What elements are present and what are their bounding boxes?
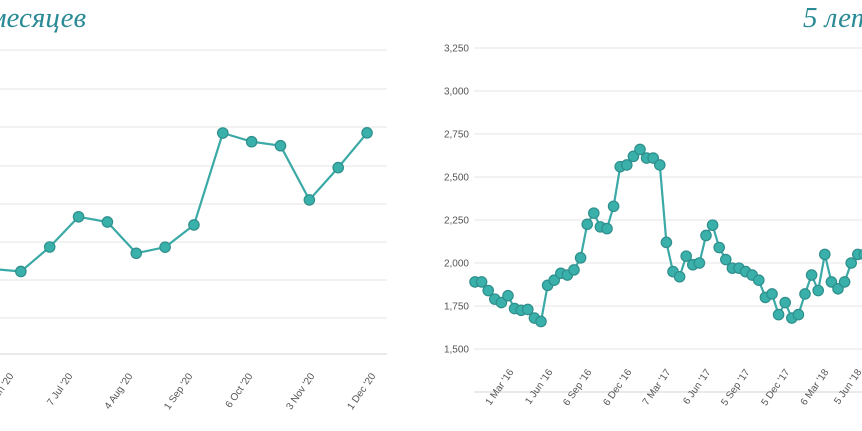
data-point bbox=[706, 219, 719, 231]
data-point bbox=[332, 161, 344, 174]
data-point bbox=[700, 229, 712, 242]
x-tick-label: 5 Dec '17 bbox=[759, 367, 792, 408]
data-point bbox=[587, 207, 600, 219]
x-tick-label: 5 Sep '17 bbox=[719, 367, 752, 408]
x-tick-label: 1 Mar '16 bbox=[484, 367, 517, 408]
data-point bbox=[581, 218, 593, 231]
data-point bbox=[845, 257, 857, 269]
data-point bbox=[159, 241, 171, 253]
data-point bbox=[799, 288, 811, 300]
y-tick-label: 2,500 bbox=[444, 173, 469, 184]
data-point bbox=[217, 127, 229, 139]
x-tick-label: 6 Dec '16 bbox=[601, 367, 634, 408]
data-point bbox=[693, 257, 706, 269]
y-tick-label: 1,750 bbox=[444, 302, 469, 313]
data-point bbox=[495, 296, 508, 309]
y-tick-label: 3,250 bbox=[444, 44, 469, 55]
data-point bbox=[521, 303, 534, 316]
data-point bbox=[548, 274, 560, 286]
chart-left-months: 9 Jun '207 Jul '204 Aug '201 Sep '206 Oc… bbox=[0, 49, 387, 412]
data-point bbox=[838, 276, 851, 288]
data-point bbox=[825, 276, 838, 288]
data-point bbox=[634, 143, 646, 156]
data-point bbox=[627, 150, 640, 163]
x-tick-label: 6 Jun '17 bbox=[681, 367, 713, 407]
x-tick-label: 1 Jun '16 bbox=[523, 367, 555, 407]
y-tick-label: 3,000 bbox=[444, 87, 469, 98]
data-point bbox=[647, 152, 659, 164]
data-point bbox=[818, 248, 831, 261]
x-tick-label: 6 Sep '16 bbox=[561, 367, 594, 408]
data-point bbox=[766, 288, 778, 300]
y-tick-label: 2,750 bbox=[444, 130, 469, 141]
data-point bbox=[502, 289, 514, 302]
data-point bbox=[130, 247, 143, 260]
y-tick-label: 2,250 bbox=[444, 216, 469, 227]
data-point bbox=[812, 284, 824, 297]
data-point bbox=[858, 249, 862, 260]
data-point bbox=[274, 139, 287, 152]
data-point bbox=[535, 315, 547, 328]
data-point bbox=[653, 159, 666, 171]
data-point bbox=[482, 284, 494, 297]
chart-title-5-years: 5 лет bbox=[803, 2, 862, 34]
data-point bbox=[245, 135, 258, 148]
x-tick-label: 5 Jun '18 bbox=[832, 367, 862, 407]
data-point bbox=[660, 236, 673, 249]
x-tick-label: 6 Mar '18 bbox=[799, 367, 832, 408]
data-point bbox=[680, 250, 692, 262]
y-tick-label: 2,000 bbox=[444, 259, 469, 270]
data-point bbox=[15, 265, 27, 278]
x-tick-label: 7 Mar '17 bbox=[641, 367, 674, 408]
data-point bbox=[832, 282, 844, 295]
data-point bbox=[72, 210, 85, 223]
series-line bbox=[0, 131, 368, 273]
data-point bbox=[43, 241, 56, 253]
data-point bbox=[673, 270, 686, 283]
data-point bbox=[601, 222, 613, 235]
data-point bbox=[101, 216, 114, 228]
chart-title-months: месяцев bbox=[0, 2, 87, 34]
data-point bbox=[752, 274, 765, 286]
data-point bbox=[303, 194, 316, 206]
data-point bbox=[188, 219, 200, 231]
data-point bbox=[805, 269, 818, 281]
data-point bbox=[568, 264, 580, 276]
data-point bbox=[607, 200, 620, 213]
data-point bbox=[779, 296, 791, 309]
data-point bbox=[719, 253, 732, 266]
data-point bbox=[772, 308, 785, 321]
data-point bbox=[620, 159, 633, 171]
data-point bbox=[792, 308, 805, 321]
data-point bbox=[713, 241, 725, 254]
data-point bbox=[475, 276, 488, 288]
y-tick-label: 1,500 bbox=[444, 345, 469, 356]
data-point bbox=[361, 127, 373, 139]
data-point bbox=[574, 252, 587, 264]
